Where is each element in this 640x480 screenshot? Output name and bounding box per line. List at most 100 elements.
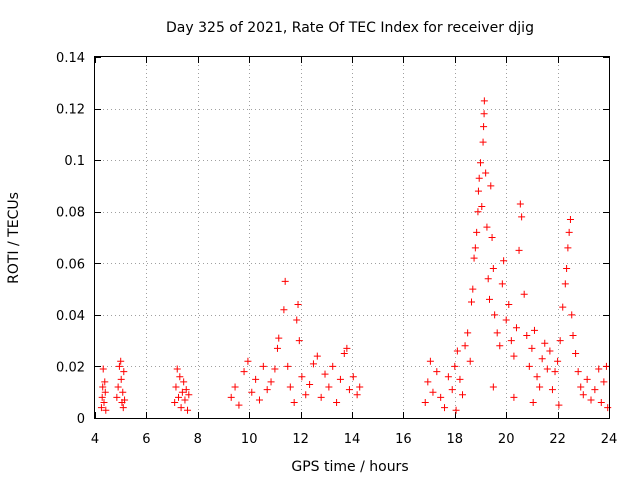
data-point	[464, 329, 472, 337]
data-point	[478, 203, 486, 211]
data-point	[484, 275, 492, 283]
data-point	[468, 298, 476, 306]
data-point	[290, 399, 298, 407]
data-point	[178, 388, 186, 396]
data-point	[98, 393, 106, 401]
data-point	[172, 383, 180, 391]
data-point	[356, 383, 364, 391]
data-point	[99, 383, 107, 391]
data-point	[298, 373, 306, 381]
data-point	[518, 213, 526, 221]
data-point	[424, 378, 432, 386]
y-axis-label: ROTI / TECUs	[6, 192, 22, 284]
data-point	[114, 383, 122, 391]
data-point	[479, 138, 487, 146]
data-point	[275, 334, 283, 342]
data-point	[252, 375, 260, 383]
data-point	[493, 329, 501, 337]
data-point	[426, 357, 434, 365]
data-point	[502, 316, 510, 324]
data-point	[568, 311, 576, 319]
data-point	[121, 396, 129, 404]
data-point	[117, 375, 125, 383]
data-point	[520, 290, 528, 298]
y-tick-label: 0.12	[56, 103, 85, 118]
data-point	[491, 311, 499, 319]
grid-lines	[95, 57, 609, 418]
data-point	[280, 306, 288, 314]
data-point	[561, 280, 569, 288]
data-point	[498, 280, 506, 288]
data-point	[119, 388, 127, 396]
data-point	[583, 375, 591, 383]
data-point	[345, 386, 353, 394]
x-tick-label: 6	[142, 432, 150, 447]
data-point	[572, 350, 580, 358]
plot-frame	[94, 56, 610, 419]
data-point	[309, 360, 317, 368]
chart-title: Day 325 of 2021, Rate Of TEC Index for r…	[166, 20, 534, 36]
data-point	[459, 391, 467, 399]
data-point	[563, 264, 571, 272]
x-tick-label: 4	[91, 432, 99, 447]
x-tick-label: 22	[549, 432, 566, 447]
data-point	[565, 228, 573, 236]
data-point	[595, 365, 603, 373]
data-point	[591, 386, 599, 394]
x-tick-label: 14	[344, 432, 361, 447]
data-point	[437, 393, 445, 401]
data-point	[101, 378, 109, 386]
data-point	[604, 404, 612, 412]
data-point	[115, 362, 123, 370]
data-point	[284, 362, 292, 370]
data-point	[453, 347, 461, 355]
data-point	[273, 344, 281, 352]
data-point	[321, 370, 329, 378]
data-point	[329, 362, 337, 370]
data-point	[564, 244, 572, 252]
data-point	[295, 337, 303, 345]
data-point	[306, 380, 314, 388]
data-point	[496, 342, 504, 350]
y-tick-label: 0	[77, 412, 85, 427]
data-point	[489, 383, 497, 391]
data-point	[512, 324, 520, 332]
data-point	[543, 365, 551, 373]
data-point	[470, 254, 478, 262]
data-point	[488, 234, 496, 241]
data-point	[587, 396, 595, 404]
data-point	[475, 174, 483, 182]
data-point	[171, 399, 179, 407]
data-point	[600, 378, 608, 386]
x-axis-label: GPS time / hours	[291, 459, 408, 475]
data-point	[101, 388, 109, 396]
data-point	[525, 362, 533, 370]
data-point	[477, 159, 484, 167]
data-point	[340, 350, 348, 358]
x-tick-label: 10	[241, 432, 258, 447]
data-point	[336, 375, 344, 383]
data-point	[548, 386, 556, 394]
data-point	[482, 169, 490, 177]
data-point	[267, 378, 275, 386]
data-point	[263, 386, 271, 394]
y-tick-label: 0.04	[56, 309, 85, 324]
x-tick-label: 12	[292, 432, 309, 447]
data-point	[538, 355, 546, 363]
data-point	[551, 368, 559, 376]
data-point	[456, 375, 464, 383]
data-point	[597, 399, 605, 407]
data-point	[489, 264, 497, 272]
y-tick-label: 0.14	[56, 51, 85, 66]
data-point	[255, 396, 263, 404]
data-point	[485, 295, 493, 303]
data-point	[313, 352, 321, 360]
data-point	[181, 396, 189, 404]
data-point	[244, 357, 252, 365]
data-point	[574, 368, 582, 376]
data-point	[433, 368, 441, 376]
x-tick-label: 20	[498, 432, 515, 447]
data-point	[117, 357, 125, 365]
data-point	[185, 391, 193, 399]
